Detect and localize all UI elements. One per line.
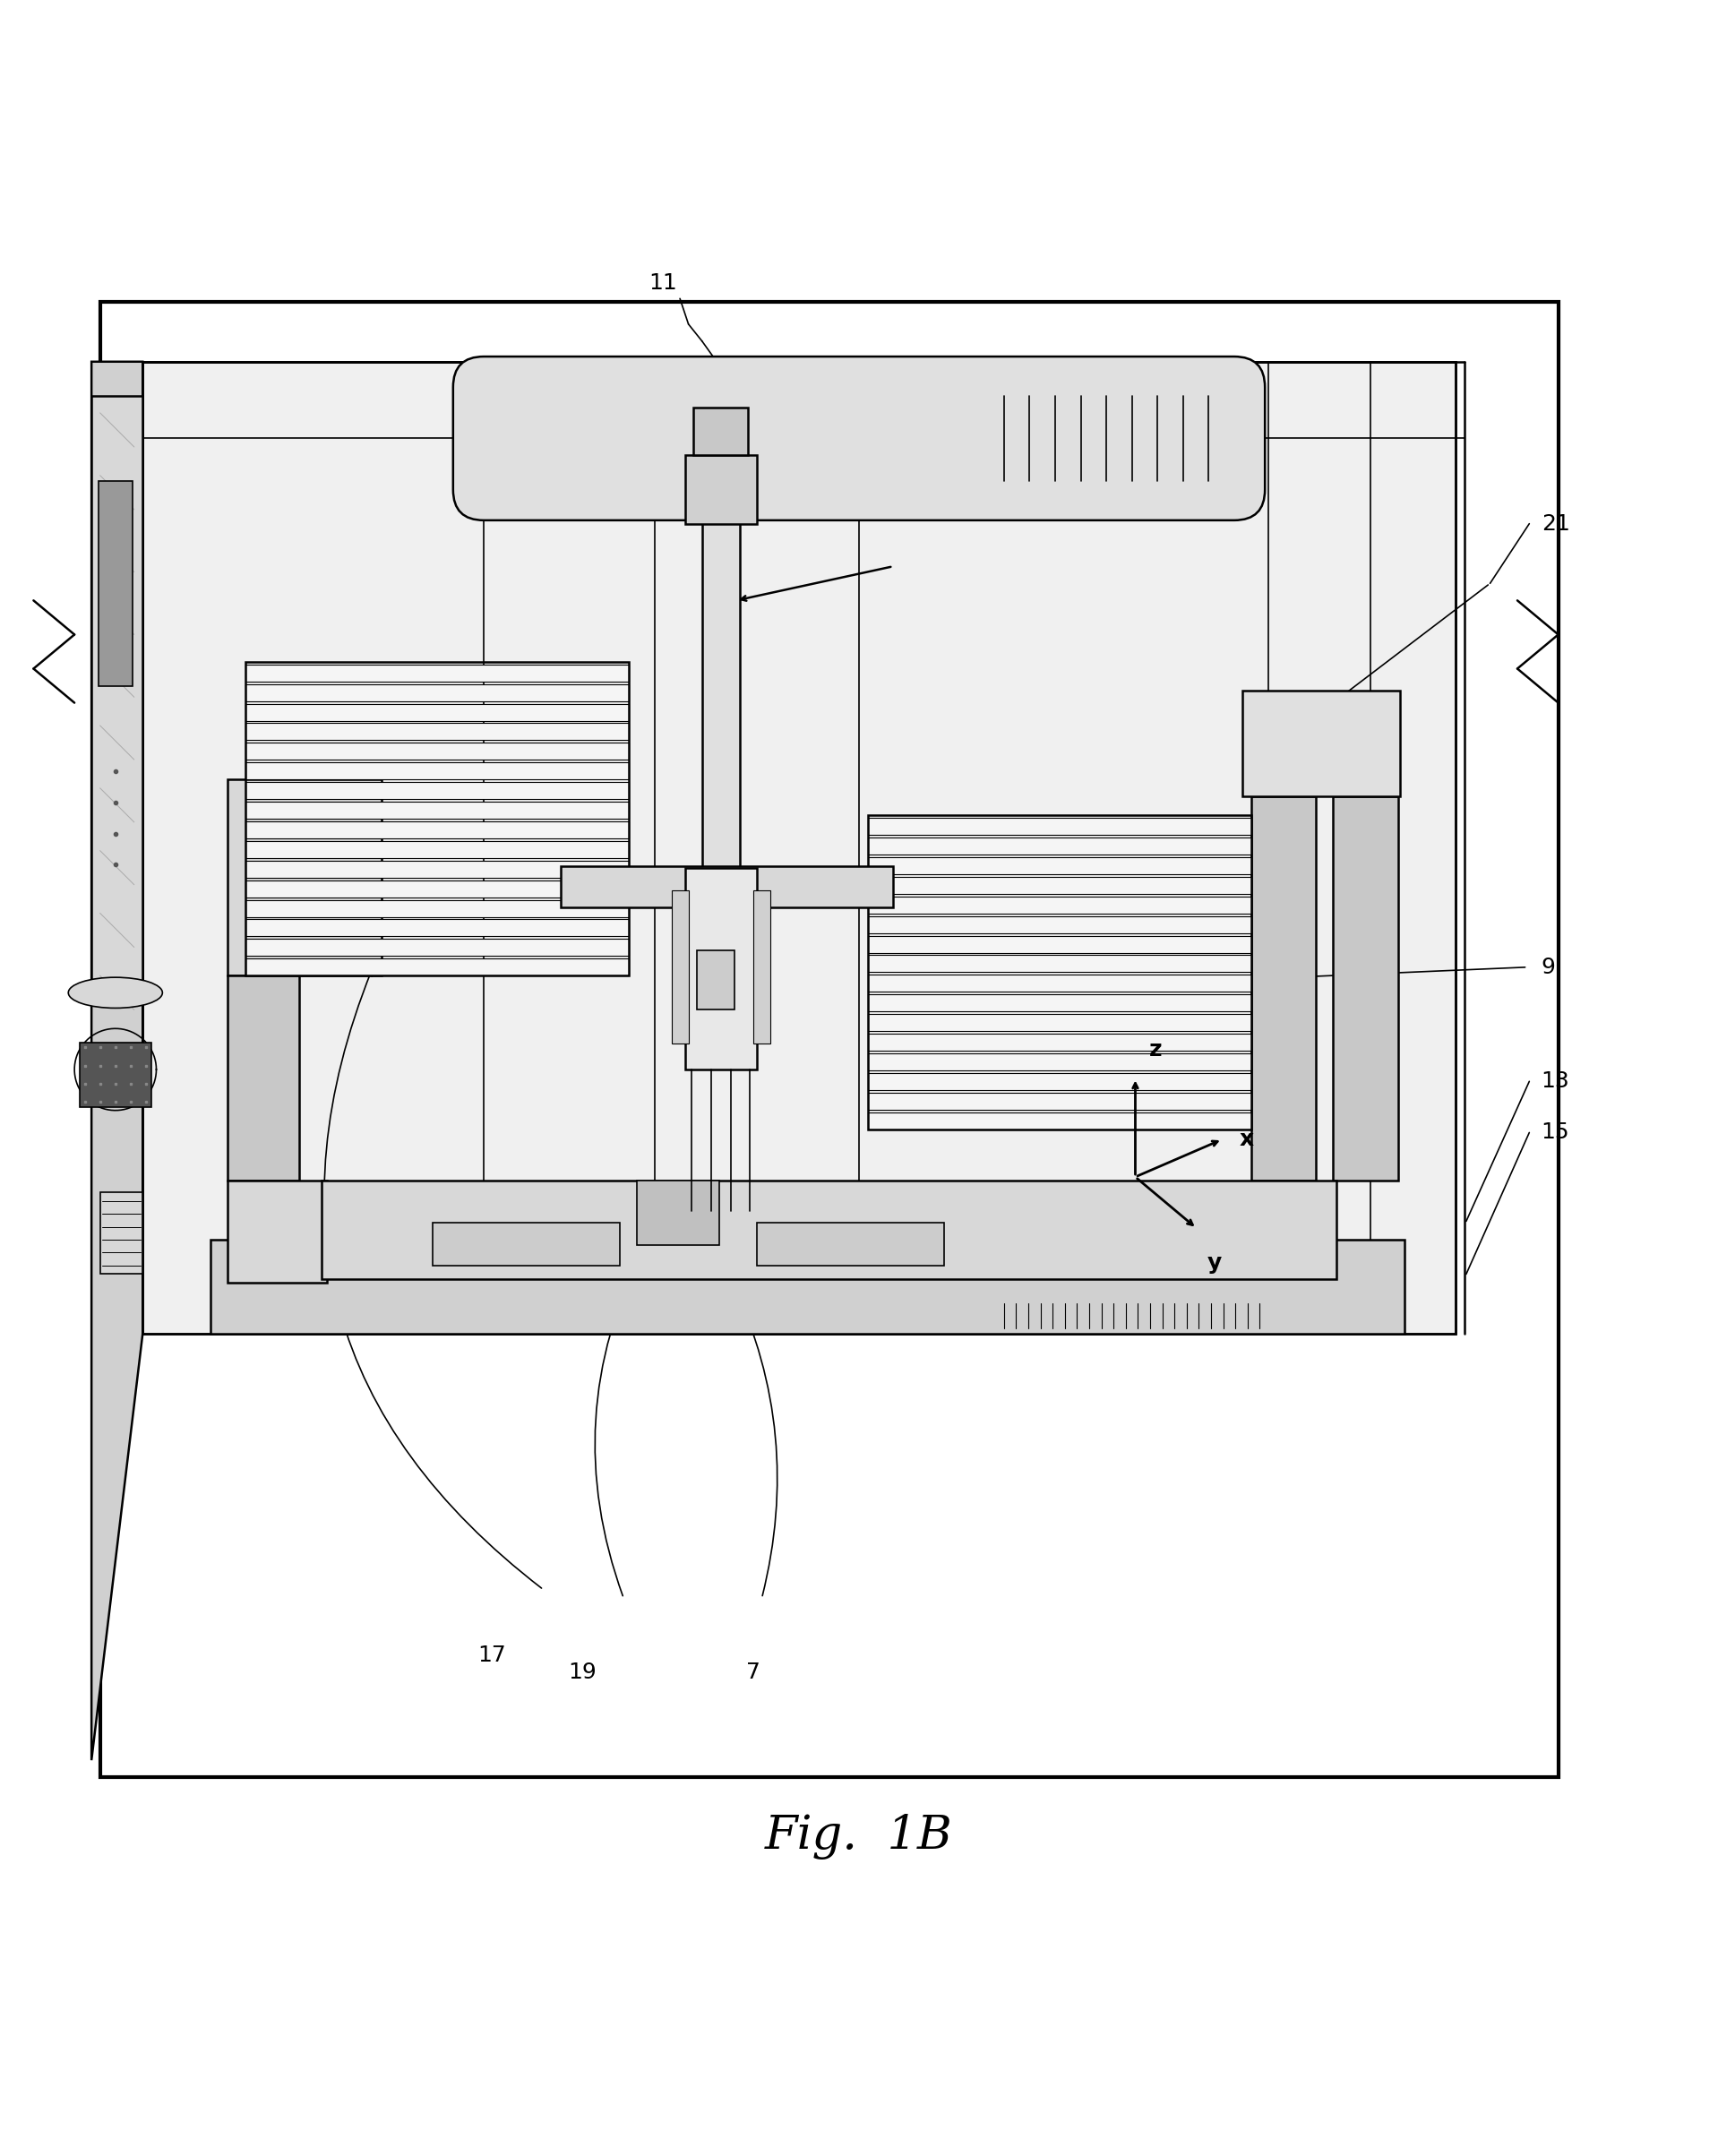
FancyBboxPatch shape: [454, 356, 1264, 520]
Bar: [756, 1222, 945, 1266]
Text: 21: 21: [1541, 513, 1570, 535]
Bar: [868, 994, 1251, 1011]
Text: y: y: [1206, 1253, 1221, 1274]
Bar: [143, 362, 1455, 1335]
Bar: [685, 455, 756, 524]
Bar: [868, 955, 1251, 972]
Bar: [868, 936, 1251, 953]
Bar: [560, 867, 893, 908]
Text: 7: 7: [746, 1662, 761, 1684]
Bar: [246, 802, 629, 819]
Bar: [868, 1054, 1251, 1069]
Bar: [246, 783, 629, 800]
Text: 17: 17: [478, 1645, 507, 1667]
Bar: [868, 1013, 1251, 1031]
Bar: [100, 302, 1558, 1777]
Text: 15: 15: [1541, 1121, 1570, 1143]
Bar: [246, 722, 629, 740]
Bar: [246, 683, 629, 701]
Bar: [698, 951, 735, 1009]
Bar: [868, 837, 1251, 854]
Bar: [433, 1222, 620, 1266]
Bar: [752, 890, 770, 1044]
Bar: [246, 880, 629, 897]
Bar: [868, 1033, 1251, 1050]
Bar: [228, 977, 299, 1179]
Bar: [703, 489, 740, 1044]
Bar: [79, 1041, 151, 1106]
Polygon shape: [91, 362, 143, 1759]
Text: x: x: [1239, 1128, 1254, 1149]
Bar: [211, 1240, 1405, 1335]
Text: 11: 11: [649, 272, 677, 293]
Bar: [246, 763, 629, 780]
Text: 19: 19: [569, 1662, 596, 1684]
Bar: [228, 1179, 326, 1283]
Bar: [321, 1179, 1337, 1279]
Bar: [246, 703, 629, 720]
Bar: [694, 407, 747, 455]
Bar: [868, 877, 1251, 895]
Bar: [1333, 796, 1398, 1179]
Text: 13: 13: [1541, 1072, 1570, 1093]
Bar: [246, 662, 629, 977]
Bar: [246, 664, 629, 681]
Bar: [246, 744, 629, 759]
Bar: [1242, 690, 1400, 796]
Bar: [868, 916, 1251, 934]
Bar: [637, 1179, 720, 1246]
Text: z: z: [1149, 1039, 1161, 1061]
Bar: [246, 940, 629, 955]
Ellipse shape: [69, 977, 163, 1009]
Bar: [100, 1192, 143, 1274]
Bar: [868, 897, 1251, 914]
Text: 9: 9: [1541, 957, 1555, 979]
Bar: [868, 858, 1251, 873]
Bar: [246, 899, 629, 916]
Bar: [868, 975, 1251, 992]
Bar: [685, 869, 756, 1069]
Bar: [228, 780, 381, 977]
Bar: [246, 860, 629, 877]
Bar: [868, 817, 1251, 834]
Bar: [98, 481, 132, 686]
Bar: [143, 362, 1455, 1335]
Bar: [868, 1112, 1251, 1130]
Bar: [868, 815, 1251, 1130]
Bar: [246, 841, 629, 858]
Polygon shape: [91, 397, 143, 992]
Bar: [868, 1093, 1251, 1110]
Bar: [246, 918, 629, 936]
Bar: [246, 821, 629, 839]
Text: Fig.  1B: Fig. 1B: [765, 1813, 953, 1861]
Bar: [1251, 796, 1316, 1179]
Bar: [672, 890, 689, 1044]
Bar: [868, 1074, 1251, 1091]
Bar: [246, 959, 629, 977]
